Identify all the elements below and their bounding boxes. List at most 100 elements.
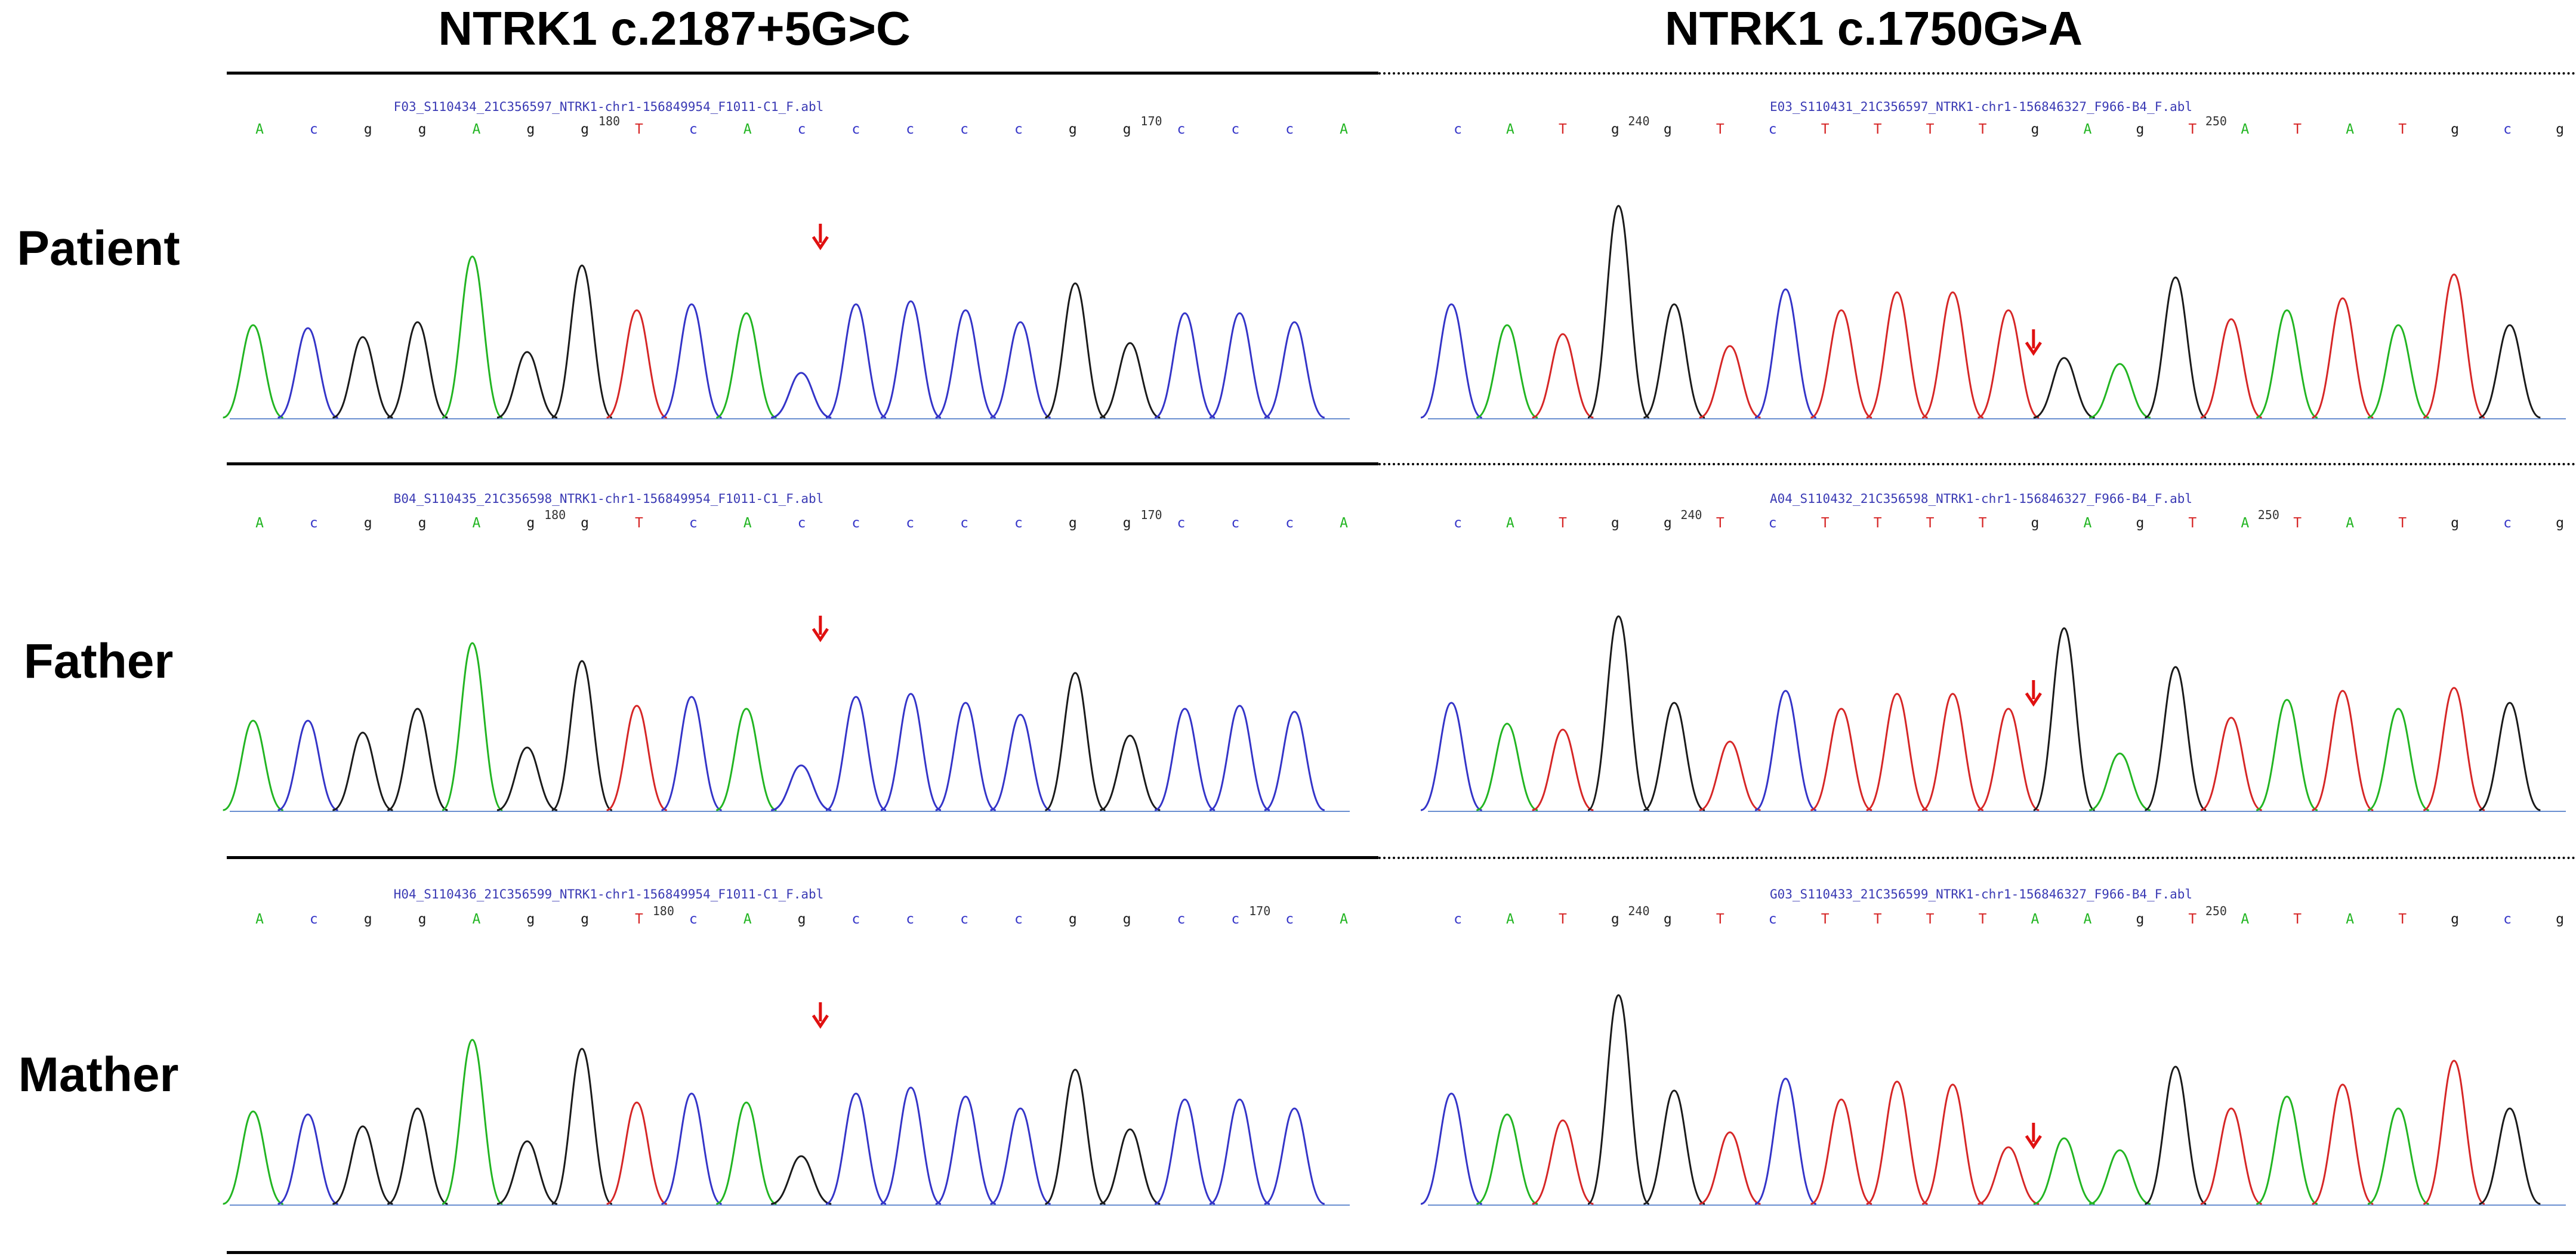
base-call: g (2031, 122, 2040, 137)
base-call: g (2031, 515, 2040, 531)
trace-peak (496, 351, 558, 419)
row-divider-1-right (1378, 463, 2576, 465)
variant-arrow-icon (2025, 329, 2042, 356)
column-title-left: NTRK1 c.2187+5G>C (438, 2, 911, 55)
column-title-right: NTRK1 c.1750G>A (1664, 2, 2083, 55)
trace-peak (387, 1107, 448, 1205)
trace-peak (1044, 282, 1106, 419)
trace-peak (1921, 693, 1984, 811)
trace-peak (1977, 1146, 2040, 1205)
position-marker: 240 (1680, 508, 1702, 522)
trace-peak (387, 321, 448, 419)
position-marker: 180 (599, 114, 620, 128)
trace-peak (715, 708, 777, 811)
base-call: g (2556, 515, 2564, 531)
position-marker: 240 (1628, 114, 1649, 128)
row-label-patient: Patient (17, 221, 180, 276)
base-call: T (2398, 515, 2407, 531)
base-call: g (581, 912, 589, 927)
base-call: c (689, 122, 698, 137)
trace-peak (2033, 357, 2095, 419)
variant-arrow-icon (812, 1002, 829, 1029)
base-call: A (1340, 515, 1348, 531)
trace-peak (1754, 690, 1817, 811)
trace-peak (606, 705, 668, 811)
base-call: g (418, 912, 427, 927)
trace-peak (2479, 324, 2541, 419)
base-call: g (581, 122, 589, 137)
base-call: c (1769, 122, 1777, 137)
base-call: T (1874, 912, 1882, 927)
trace-peak (496, 1140, 558, 1205)
trace-peak (990, 1107, 1051, 1205)
trace-peak (442, 642, 503, 811)
base-call: T (2293, 122, 2302, 137)
base-call: A (744, 122, 752, 137)
trace-peak (1532, 1119, 1594, 1205)
base-call: A (2241, 122, 2249, 137)
trace-peak (825, 1092, 887, 1205)
trace-peak (223, 1110, 284, 1205)
base-call: c (852, 515, 860, 531)
trace-peak (277, 327, 339, 419)
trace-peak (2312, 1083, 2374, 1205)
trace-peak (715, 1101, 777, 1205)
variant-arrow-icon (2025, 680, 2042, 707)
trace-peak (551, 264, 613, 419)
trace-peak (1810, 1098, 1872, 1205)
base-call: c (689, 912, 698, 927)
base-call: T (1821, 515, 1830, 531)
trace-peak (1977, 708, 2040, 811)
base-call: c (1014, 122, 1023, 137)
trace-peak (387, 708, 448, 811)
base-call: A (2083, 912, 2091, 927)
base-call: A (1506, 515, 1514, 531)
base-call: c (852, 122, 860, 137)
trace-peak (2200, 716, 2263, 811)
trace-peak (1476, 722, 1538, 811)
base-call: T (2398, 122, 2407, 137)
trace-peak (990, 321, 1051, 419)
chromatogram-panel: H04_S110436_21C356599_NTRK1-chr1-1568499… (223, 887, 1350, 1206)
trace-peak (223, 324, 284, 419)
trace-peak (1866, 693, 1929, 811)
trace-peak (661, 696, 723, 811)
position-marker: 180 (544, 508, 566, 522)
trace-peak (2312, 297, 2374, 419)
trace-peak (1099, 342, 1161, 419)
base-call: g (1611, 122, 1619, 137)
trace-peak (551, 660, 613, 811)
base-call: T (1979, 912, 1987, 927)
trace-peak (1264, 321, 1325, 419)
position-marker: 180 (653, 904, 674, 918)
position-marker: 170 (1140, 114, 1162, 128)
base-call: c (1231, 122, 1239, 137)
base-call: g (1123, 122, 1131, 137)
base-call: g (364, 515, 372, 531)
base-call: c (1177, 515, 1186, 531)
row-divider-2-right (1378, 857, 2576, 859)
chromatogram-panel: A04_S110432_21C356598_NTRK1-chr1-1568463… (1420, 492, 2566, 812)
trace-peak (1044, 672, 1106, 811)
trace-peak (880, 1086, 942, 1205)
trace-peak (1754, 1077, 1817, 1205)
trace-peak (2479, 1107, 2541, 1205)
base-call: A (2083, 122, 2091, 137)
trace-peak (1209, 312, 1270, 419)
base-call: T (1874, 122, 1882, 137)
trace-peak (935, 309, 997, 419)
base-call: A (2031, 912, 2040, 927)
trace-peak (1264, 1107, 1325, 1205)
trace-peak (2088, 1149, 2151, 1205)
trace-peak (2479, 702, 2541, 811)
trace-peak (2256, 309, 2318, 419)
trace-peak (661, 1092, 723, 1205)
trace-peak (1532, 728, 1594, 811)
base-call: g (526, 515, 535, 531)
base-call: c (310, 912, 318, 927)
base-call: c (1285, 122, 1294, 137)
position-marker: 240 (1628, 904, 1649, 918)
base-call: c (1231, 515, 1239, 531)
position-marker: 250 (2258, 508, 2279, 522)
